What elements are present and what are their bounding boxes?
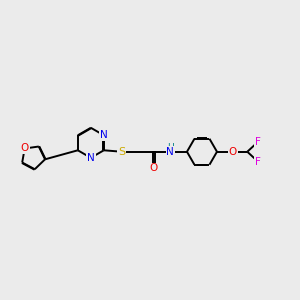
Text: O: O	[20, 143, 29, 154]
Text: N: N	[87, 153, 95, 163]
Text: O: O	[229, 147, 237, 157]
Text: F: F	[255, 136, 261, 147]
Text: O: O	[149, 164, 158, 173]
Text: F: F	[255, 157, 261, 167]
Text: N: N	[100, 130, 108, 140]
Text: S: S	[118, 147, 125, 157]
Text: N: N	[166, 147, 174, 157]
Text: H: H	[167, 143, 174, 152]
